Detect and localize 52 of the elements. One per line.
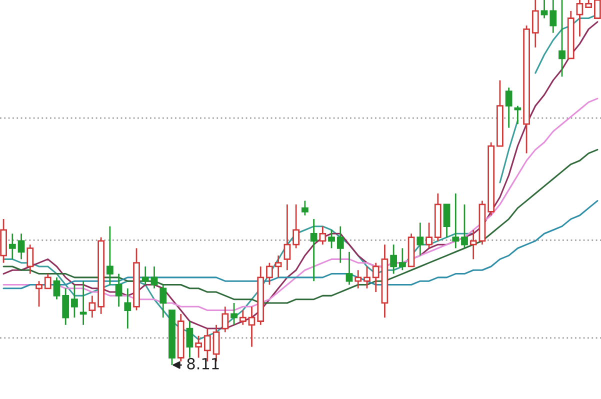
candlestick xyxy=(594,0,601,19)
candlestick xyxy=(328,229,335,249)
candlestick xyxy=(364,266,370,290)
candlestick xyxy=(461,204,468,249)
candlestick xyxy=(452,192,460,249)
candlestick xyxy=(71,284,78,318)
candlestick xyxy=(354,269,362,290)
candlestick xyxy=(230,302,238,326)
candlestick xyxy=(470,229,477,260)
candlestick xyxy=(576,0,584,38)
candlestick xyxy=(443,204,450,238)
candlestick xyxy=(301,200,308,216)
candlestick xyxy=(390,244,398,274)
candlestick xyxy=(106,226,114,286)
candlestick xyxy=(336,226,344,264)
candlestick xyxy=(514,105,522,125)
candlestick xyxy=(398,248,406,271)
candlestick xyxy=(540,0,548,19)
candlestick xyxy=(150,266,158,290)
candlestick xyxy=(310,218,318,282)
candlestick xyxy=(80,280,87,326)
candlestick xyxy=(186,320,194,358)
candlestick xyxy=(274,254,282,278)
candlestick xyxy=(222,306,229,333)
candlestick xyxy=(319,226,326,246)
candlestick xyxy=(115,273,122,308)
candlestick xyxy=(550,0,557,34)
candlestick xyxy=(88,294,96,318)
candlestick xyxy=(8,232,16,260)
candlestick xyxy=(18,232,25,260)
candlestick xyxy=(558,0,566,78)
candlestick xyxy=(239,310,246,326)
annotation: 8.11 xyxy=(187,358,219,370)
candlestick xyxy=(248,306,256,348)
candlestick xyxy=(346,251,353,286)
candlestick xyxy=(53,276,60,300)
candlestick xyxy=(160,284,167,318)
candlestick xyxy=(142,266,149,286)
candlestick xyxy=(266,262,273,286)
candlestick xyxy=(505,86,512,128)
candlestick xyxy=(284,204,291,271)
candlestick xyxy=(124,288,132,330)
candlestick xyxy=(532,0,539,48)
candlestick xyxy=(292,204,300,249)
candlestick xyxy=(372,262,380,293)
candlestick xyxy=(195,335,202,358)
candlestick xyxy=(44,273,52,290)
candlestick xyxy=(26,244,34,274)
candlestick xyxy=(426,222,432,249)
candlestick xyxy=(416,222,424,256)
candlestick xyxy=(62,288,70,326)
candlestick xyxy=(36,280,42,308)
